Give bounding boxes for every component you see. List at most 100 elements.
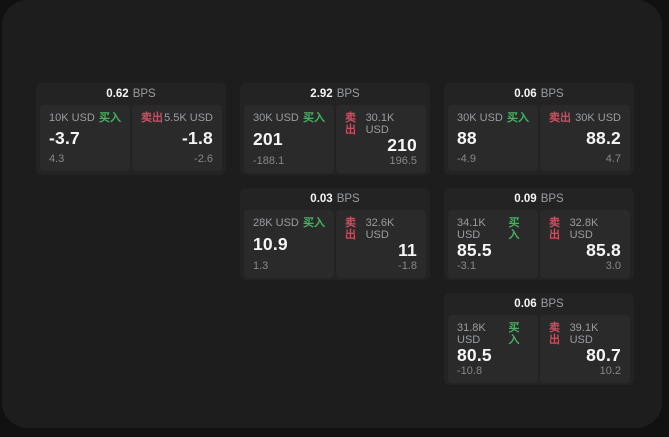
sell-delta: 3.0 — [605, 260, 621, 272]
app-panel: 0.62 BPS 10K USD 买入 -3.7 4.3 卖出 5.5K USD… — [2, 0, 662, 428]
buy-price: 88 — [457, 128, 477, 148]
sell-tile-top: 卖出 30K USD — [549, 112, 621, 124]
sell-tile[interactable]: 卖出 5.5K USD -1.8 -2.6 — [132, 105, 222, 171]
buy-price: 85.5 — [457, 240, 492, 260]
cards-grid: 0.62 BPS 10K USD 买入 -3.7 4.3 卖出 5.5K USD… — [36, 83, 634, 385]
card-body: 30K USD 买入 201 -188.1 卖出 30.1K USD 210 1… — [240, 105, 430, 175]
sell-delta: -2.6 — [194, 153, 213, 165]
buy-label: 买入 — [508, 217, 520, 241]
bps-unit-label: BPS — [336, 193, 360, 205]
card-header: 0.62 BPS — [36, 83, 226, 105]
buy-delta: -188.1 — [253, 155, 285, 167]
buy-amount: 30K USD — [253, 112, 299, 124]
sell-delta: 10.2 — [599, 365, 621, 377]
buy-amount: 31.8K USD — [457, 322, 486, 346]
sell-amount: 32.6K USD — [365, 217, 395, 241]
buy-tile[interactable]: 30K USD 买入 88 -4.9 — [448, 105, 538, 171]
buy-price: 10.9 — [253, 234, 288, 254]
bps-value: 2.92 — [310, 88, 333, 100]
quote-card: 0.06 BPS 31.8K USD 买入 80.5 -10.8 卖出 39.1… — [444, 293, 634, 385]
buy-delta: -3.1 — [457, 260, 476, 272]
sell-tile-top: 卖出 30.1K USD — [345, 112, 417, 136]
card-body: 34.1K USD 买入 85.5 -3.1 卖出 32.8K USD 85.8… — [444, 210, 634, 280]
sell-tile-top: 卖出 32.6K USD — [345, 217, 417, 241]
buy-price: 201 — [253, 129, 283, 149]
quote-card: 2.92 BPS 30K USD 买入 201 -188.1 卖出 30.1K … — [240, 83, 430, 175]
buy-tile-top: 31.8K USD 买入 — [457, 322, 529, 346]
sell-label: 卖出 — [345, 112, 356, 136]
buy-label: 买入 — [507, 112, 529, 124]
buy-delta: -4.9 — [457, 153, 476, 165]
bps-value: 0.06 — [514, 298, 537, 310]
sell-price: 80.7 — [586, 345, 621, 365]
bps-unit-label: BPS — [540, 88, 564, 100]
sell-amount: 30K USD — [575, 112, 621, 124]
sell-amount: 39.1K USD — [569, 322, 599, 346]
buy-tile[interactable]: 31.8K USD 买入 80.5 -10.8 — [448, 315, 538, 383]
buy-amount: 10K USD — [49, 112, 95, 124]
sell-delta: 196.5 — [389, 155, 417, 167]
buy-label: 买入 — [303, 217, 325, 229]
card-header: 0.06 BPS — [444, 83, 634, 105]
bps-unit-label: BPS — [540, 298, 564, 310]
card-body: 10K USD 买入 -3.7 4.3 卖出 5.5K USD -1.8 -2.… — [36, 105, 226, 175]
sell-tile-top: 卖出 39.1K USD — [549, 322, 621, 346]
buy-tile[interactable]: 28K USD 买入 10.9 1.3 — [244, 210, 334, 278]
buy-tile-top: 34.1K USD 买入 — [457, 217, 529, 241]
quote-card: 0.09 BPS 34.1K USD 买入 85.5 -3.1 卖出 32.8K… — [444, 188, 634, 280]
card-header: 0.03 BPS — [240, 188, 430, 210]
card-body: 28K USD 买入 10.9 1.3 卖出 32.6K USD 11 -1.8 — [240, 210, 430, 280]
sell-tile[interactable]: 卖出 30.1K USD 210 196.5 — [336, 105, 426, 173]
sell-tile-top: 卖出 5.5K USD — [141, 112, 213, 124]
sell-amount: 30.1K USD — [365, 112, 395, 136]
buy-delta: -10.8 — [457, 365, 483, 377]
buy-tile[interactable]: 30K USD 买入 201 -188.1 — [244, 105, 334, 173]
buy-tile-top: 30K USD 买入 — [253, 112, 325, 124]
card-header: 0.06 BPS — [444, 293, 634, 315]
buy-amount: 30K USD — [457, 112, 503, 124]
sell-tile-top: 卖出 32.8K USD — [549, 217, 621, 241]
sell-tile[interactable]: 卖出 30K USD 88.2 4.7 — [540, 105, 630, 171]
sell-price: 11 — [398, 240, 417, 260]
sell-label: 卖出 — [549, 322, 560, 346]
sell-label: 卖出 — [345, 217, 356, 241]
buy-tile[interactable]: 34.1K USD 买入 85.5 -3.1 — [448, 210, 538, 278]
sell-price: 210 — [387, 135, 417, 155]
buy-price: 80.5 — [457, 345, 492, 365]
sell-tile[interactable]: 卖出 39.1K USD 80.7 10.2 — [540, 315, 630, 383]
bps-unit-label: BPS — [540, 193, 564, 205]
buy-tile[interactable]: 10K USD 买入 -3.7 4.3 — [40, 105, 130, 171]
sell-tile[interactable]: 卖出 32.8K USD 85.8 3.0 — [540, 210, 630, 278]
sell-amount: 5.5K USD — [164, 112, 213, 124]
buy-label: 买入 — [99, 112, 121, 124]
buy-delta: 4.3 — [49, 153, 65, 165]
sell-delta: 4.7 — [605, 153, 621, 165]
bps-value: 0.03 — [310, 193, 333, 205]
sell-label: 卖出 — [549, 112, 571, 124]
buy-label: 买入 — [508, 322, 520, 346]
card-header: 2.92 BPS — [240, 83, 430, 105]
buy-delta: 1.3 — [253, 260, 269, 272]
sell-delta: -1.8 — [398, 260, 417, 272]
bps-value: 0.62 — [106, 88, 129, 100]
sell-amount: 32.8K USD — [569, 217, 599, 241]
buy-tile-top: 28K USD 买入 — [253, 217, 325, 229]
sell-label: 卖出 — [549, 217, 560, 241]
buy-label: 买入 — [303, 112, 325, 124]
sell-label: 卖出 — [141, 112, 163, 124]
buy-amount: 34.1K USD — [457, 217, 486, 241]
card-body: 30K USD 买入 88 -4.9 卖出 30K USD 88.2 4.7 — [444, 105, 634, 175]
buy-amount: 28K USD — [253, 217, 299, 229]
bps-value: 0.06 — [514, 88, 537, 100]
bps-unit-label: BPS — [132, 88, 156, 100]
card-body: 31.8K USD 买入 80.5 -10.8 卖出 39.1K USD 80.… — [444, 315, 634, 385]
quote-card: 0.62 BPS 10K USD 买入 -3.7 4.3 卖出 5.5K USD… — [36, 83, 226, 175]
buy-tile-top: 30K USD 买入 — [457, 112, 529, 124]
quote-card: 0.03 BPS 28K USD 买入 10.9 1.3 卖出 32.6K US… — [240, 188, 430, 280]
sell-price: 88.2 — [586, 128, 621, 148]
bps-value: 0.09 — [514, 193, 537, 205]
sell-tile[interactable]: 卖出 32.6K USD 11 -1.8 — [336, 210, 426, 278]
buy-price: -3.7 — [49, 128, 80, 148]
buy-tile-top: 10K USD 买入 — [49, 112, 121, 124]
card-header: 0.09 BPS — [444, 188, 634, 210]
